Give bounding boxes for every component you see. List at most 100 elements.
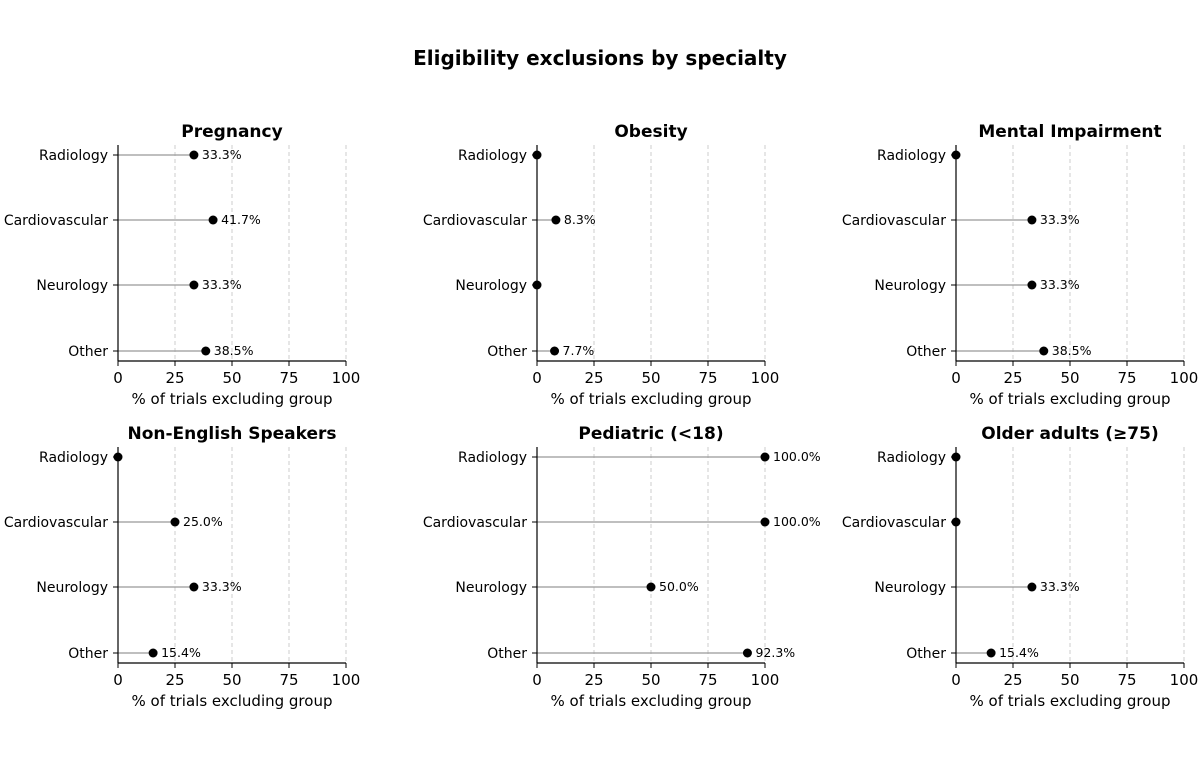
x-axis-label: % of trials excluding group — [970, 692, 1171, 710]
data-point — [1027, 582, 1037, 592]
category-label: Other — [68, 646, 108, 662]
x-tick-label: 25 — [165, 671, 184, 689]
x-tick-label: 50 — [1060, 369, 1079, 387]
panel-obesity: Obesity Radiology Cardiovascular Neurology O… — [423, 122, 779, 408]
x-tick-label: 100 — [751, 369, 780, 387]
category-label: Cardiovascular — [4, 515, 108, 531]
value-label: 92.3% — [755, 645, 795, 660]
data-point — [951, 150, 961, 160]
data-point — [113, 452, 123, 462]
value-label: 33.3% — [1040, 277, 1080, 292]
category-label: Cardiovascular — [423, 515, 527, 531]
data-point — [201, 346, 211, 356]
value-label: 33.3% — [1040, 579, 1080, 594]
value-label: 33.3% — [1040, 212, 1080, 227]
x-tick-label: 100 — [1170, 369, 1199, 387]
x-tick-label: 75 — [1117, 671, 1136, 689]
panel-pregnancy: Pregnancy Radiology Cardiovascular Neurolog… — [4, 122, 360, 408]
x-axis-label: % of trials excluding group — [132, 692, 333, 710]
data-point — [551, 215, 561, 225]
category-label: Radiology — [877, 148, 946, 164]
value-label: 33.3% — [202, 579, 242, 594]
panel-older-adults-75: Older adults (≥75) Radiology Cardiovascula… — [842, 424, 1198, 710]
x-tick-label: 0 — [532, 369, 542, 387]
x-tick-label: 0 — [532, 671, 542, 689]
x-axis-label: % of trials excluding group — [132, 390, 333, 408]
panel-title: Mental Impairment — [978, 122, 1161, 142]
x-tick-label: 75 — [698, 671, 717, 689]
x-tick-label: 50 — [222, 369, 241, 387]
x-tick-label: 75 — [279, 671, 298, 689]
data-point — [532, 280, 542, 290]
x-axis-label: % of trials excluding group — [551, 390, 752, 408]
category-label: Radiology — [39, 450, 108, 466]
x-tick-label: 100 — [332, 671, 361, 689]
category-label: Radiology — [458, 148, 527, 164]
value-label: 15.4% — [999, 645, 1039, 660]
category-label: Radiology — [39, 148, 108, 164]
category-label: Neurology — [455, 278, 527, 294]
panel-title: Pediatric (<18) — [578, 424, 723, 444]
data-point — [1027, 280, 1037, 290]
category-label: Other — [487, 646, 527, 662]
data-point — [760, 517, 770, 527]
x-tick-label: 50 — [641, 671, 660, 689]
value-label: 15.4% — [161, 645, 201, 660]
x-tick-label: 50 — [222, 671, 241, 689]
data-point — [1027, 215, 1037, 225]
x-tick-label: 25 — [584, 369, 603, 387]
x-tick-label: 100 — [1170, 671, 1199, 689]
category-label: Cardiovascular — [423, 213, 527, 229]
x-tick-label: 75 — [1117, 369, 1136, 387]
category-label: Other — [906, 344, 946, 360]
category-label: Neurology — [36, 580, 108, 596]
x-tick-label: 75 — [698, 369, 717, 387]
x-tick-label: 0 — [951, 369, 961, 387]
value-label: 38.5% — [1052, 343, 1092, 358]
value-label: 25.0% — [183, 514, 223, 529]
value-label: 50.0% — [659, 579, 699, 594]
panel-pediatric-18: Pediatric (<18) Radiology Cardiovascular Ne… — [423, 424, 821, 710]
data-point — [951, 452, 961, 462]
category-label: Cardiovascular — [4, 213, 108, 229]
value-label: 41.7% — [221, 212, 261, 227]
value-label: 7.7% — [563, 343, 595, 358]
x-axis-label: % of trials excluding group — [551, 692, 752, 710]
panel-title: Pregnancy — [181, 122, 282, 142]
x-tick-label: 50 — [641, 369, 660, 387]
category-label: Other — [487, 344, 527, 360]
x-tick-label: 0 — [113, 671, 123, 689]
chart-title: Eligibility exclusions by specialty — [413, 46, 787, 70]
x-tick-label: 25 — [584, 671, 603, 689]
data-point — [1039, 346, 1049, 356]
panel-title: Obesity — [614, 122, 687, 142]
category-label: Neurology — [874, 580, 946, 596]
value-label: 38.5% — [214, 343, 254, 358]
data-point — [189, 280, 199, 290]
data-point — [532, 150, 542, 160]
x-axis-label: % of trials excluding group — [970, 390, 1171, 408]
data-point — [189, 582, 199, 592]
panels-group: Pregnancy Radiology Cardiovascular Neurolog… — [4, 122, 1198, 710]
data-point — [951, 517, 961, 527]
x-tick-label: 25 — [165, 369, 184, 387]
value-label: 100.0% — [773, 514, 821, 529]
value-label: 100.0% — [773, 449, 821, 464]
data-point — [170, 517, 180, 527]
category-label: Cardiovascular — [842, 213, 946, 229]
data-point — [760, 452, 770, 462]
data-point — [189, 150, 199, 160]
data-point — [742, 648, 752, 658]
category-label: Cardiovascular — [842, 515, 946, 531]
x-tick-label: 25 — [1003, 369, 1022, 387]
x-tick-label: 50 — [1060, 671, 1079, 689]
category-label: Neurology — [36, 278, 108, 294]
x-tick-label: 75 — [279, 369, 298, 387]
data-point — [208, 215, 218, 225]
data-point — [148, 648, 158, 658]
value-label: 33.3% — [202, 277, 242, 292]
x-tick-label: 100 — [751, 671, 780, 689]
category-label: Radiology — [458, 450, 527, 466]
panel-title: Non-English Speakers — [127, 424, 336, 444]
